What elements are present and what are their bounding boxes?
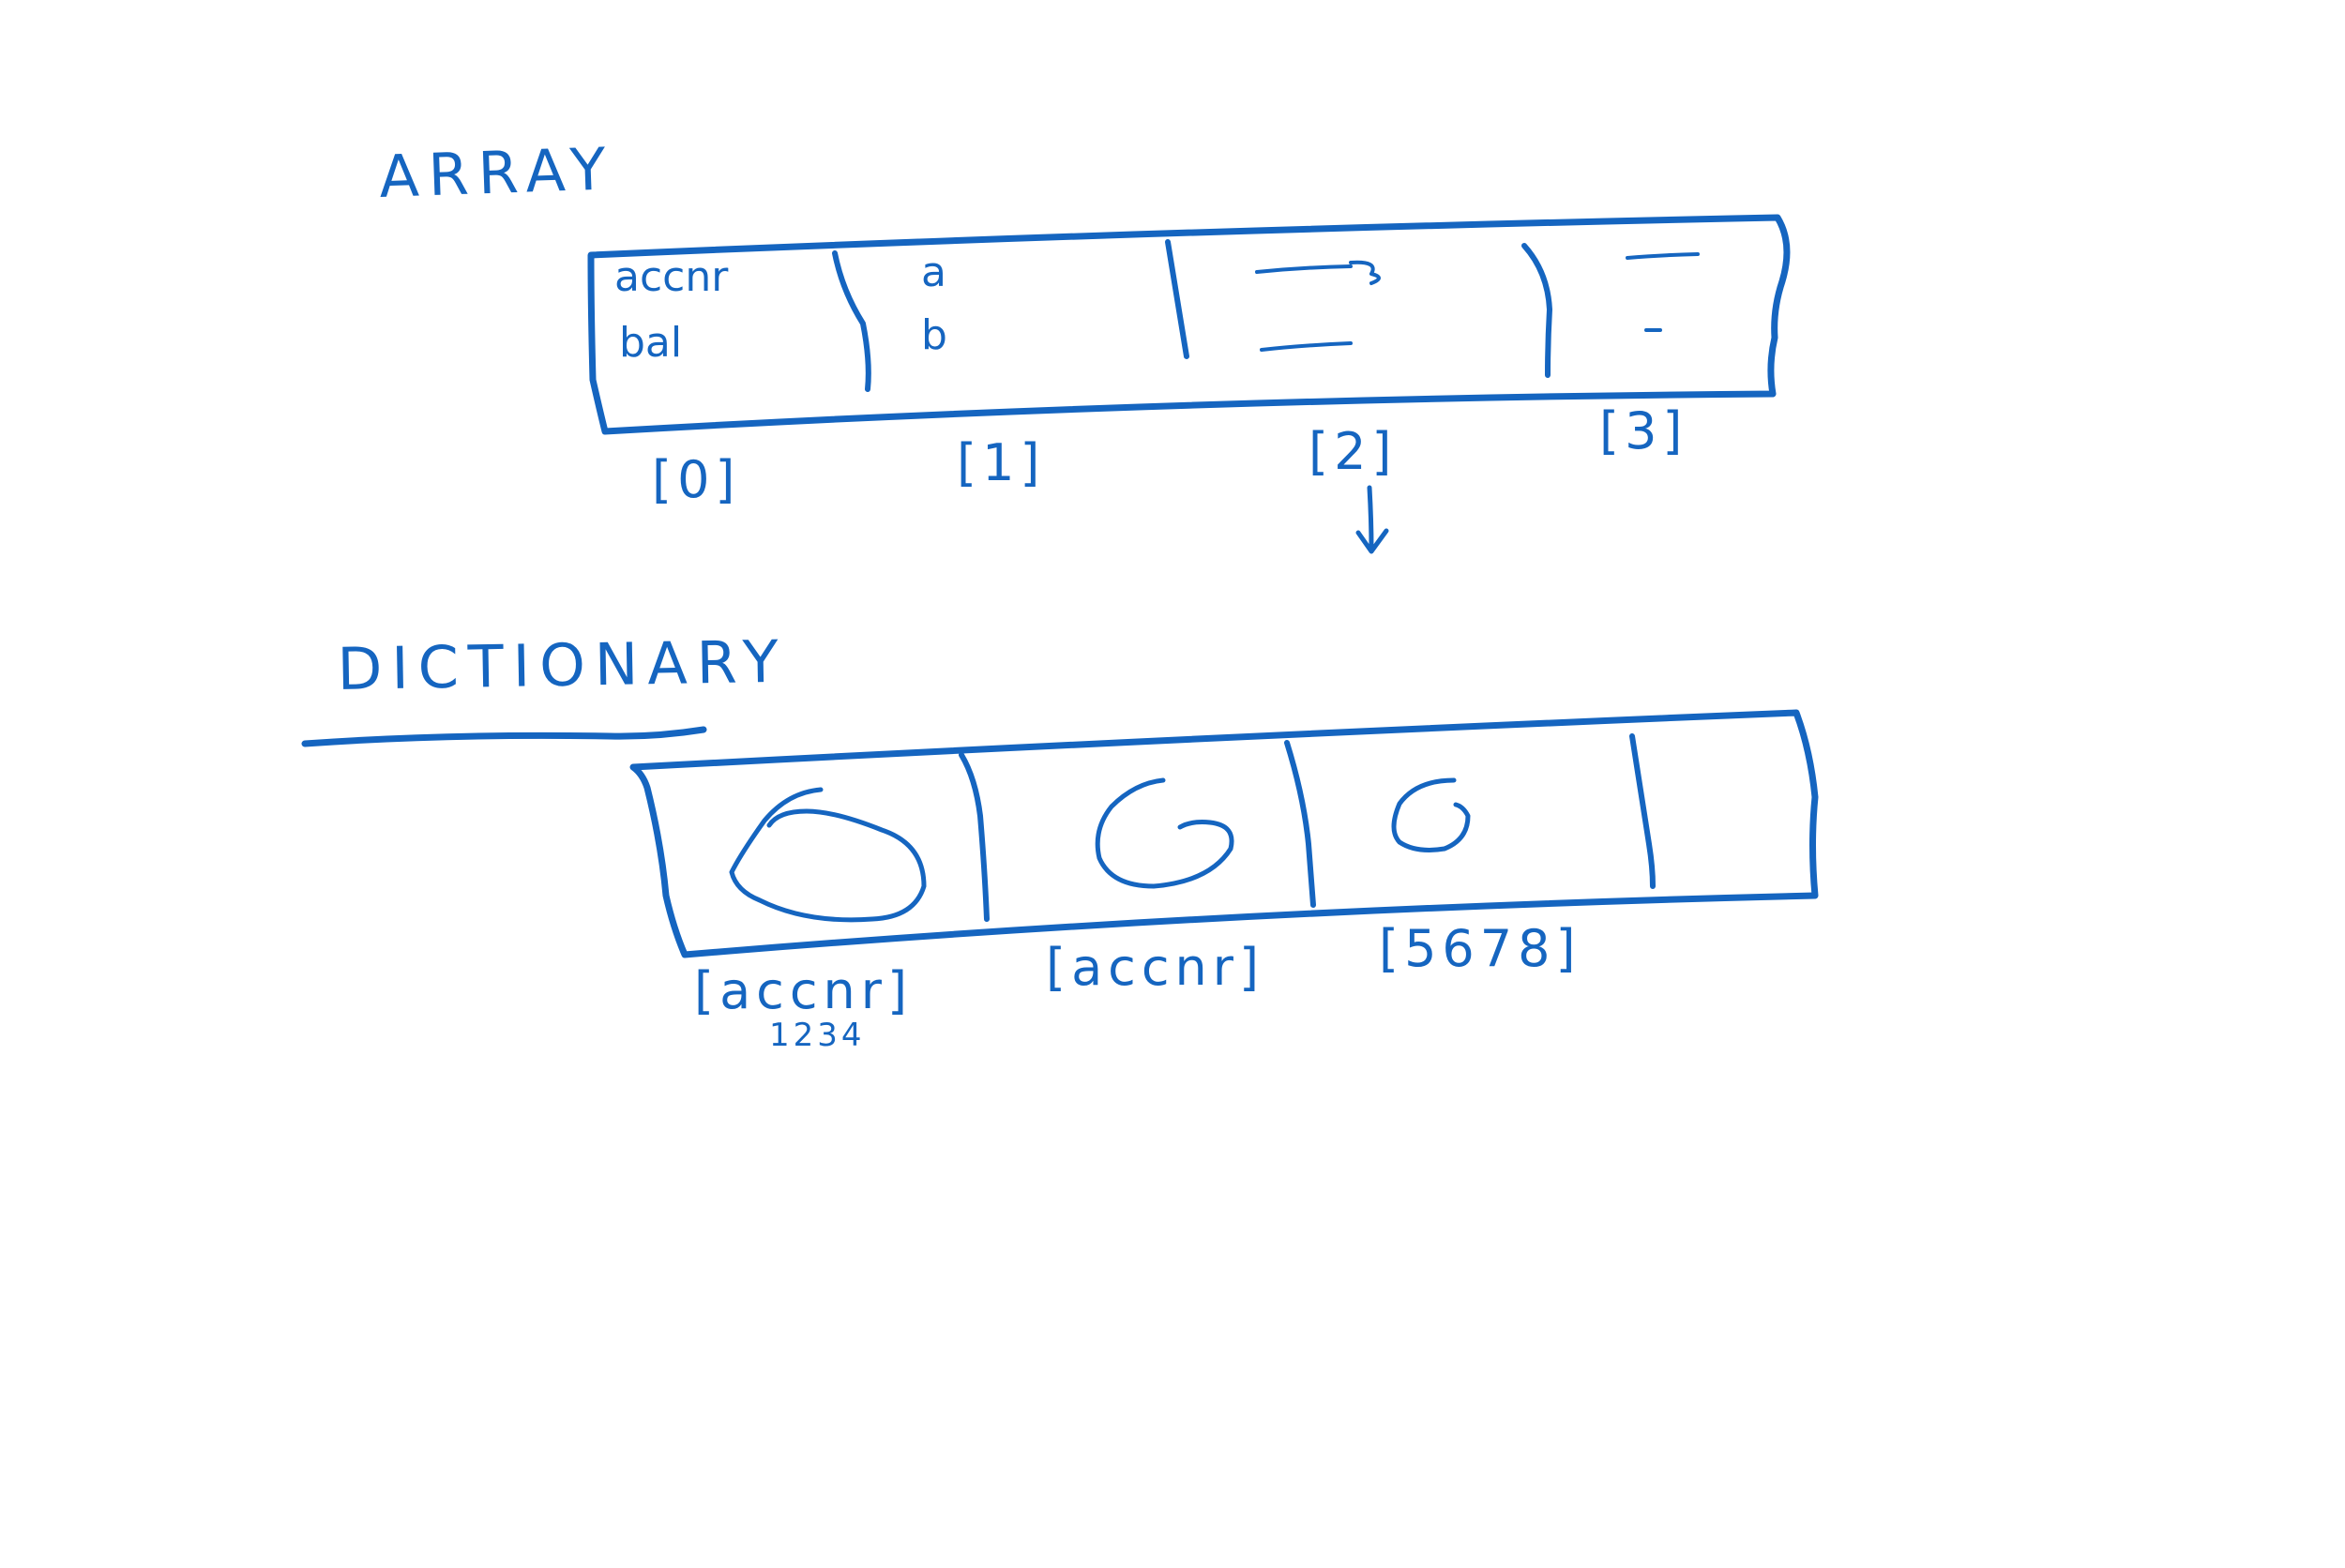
array-cell-2-dash-2: [1260, 341, 1353, 352]
array-cell-2-mark: [1349, 260, 1381, 285]
array-box: [587, 214, 1791, 435]
array-divider-3: [1521, 243, 1552, 378]
dictionary-key-0-sub: 1234: [769, 1017, 866, 1054]
dictionary-divider-3: [1629, 733, 1656, 889]
dictionary-underline: [301, 726, 707, 747]
dictionary-entry-loop-3: [1391, 777, 1471, 852]
array-cell-1-line-2: b: [921, 311, 947, 359]
array-cell-1-line-1: a: [921, 249, 946, 296]
array-index-3: [3]: [1599, 401, 1688, 460]
array-divider-1: [832, 250, 871, 392]
dictionary-title: DICTIONARY: [337, 627, 788, 703]
array-cell-0-line-1: accnr: [614, 253, 729, 301]
array-cell-0-line-2: bal: [619, 319, 682, 367]
array-index-2: [2]: [1309, 422, 1398, 481]
array-cell-3-dash-1: [1626, 252, 1700, 260]
down-arrow-icon: [1355, 485, 1389, 554]
array-index-0: [0]: [652, 450, 741, 509]
dictionary-entry-loop-1: [729, 787, 927, 923]
dictionary-divider-1: [959, 752, 990, 922]
array-cell-2-dash-1: [1255, 264, 1353, 274]
dictionary-key-1: [accnr]: [1046, 938, 1264, 997]
dictionary-entry-loop-2: [1095, 777, 1234, 889]
array-index-1: [1]: [957, 433, 1046, 492]
array-title: ARRAY: [378, 134, 616, 211]
dictionary-key-2: [5678]: [1379, 919, 1581, 978]
array-divider-2: [1165, 239, 1189, 359]
dictionary-box: [629, 709, 1819, 958]
dictionary-divider-2: [1284, 740, 1316, 908]
dictionary-key-0: [accnr]: [694, 961, 913, 1020]
